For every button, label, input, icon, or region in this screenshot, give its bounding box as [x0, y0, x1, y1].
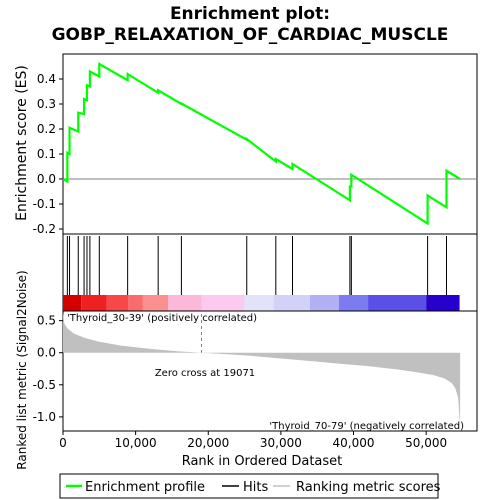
es-y-tick-label: 0.2: [37, 122, 56, 136]
heatmap-band: [63, 295, 82, 311]
metric-y-tick-label: 0.5: [37, 314, 56, 328]
heatmap-band: [142, 295, 169, 311]
es-y-tick-label: 0.1: [37, 147, 56, 161]
legend-enrichment-label: Enrichment profile: [85, 480, 205, 495]
es-y-tick-label: 0.0: [37, 172, 56, 186]
plot-title-line-1: Enrichment plot:: [170, 4, 330, 24]
x-axis-label: Rank in Ordered Dataset: [182, 454, 343, 469]
positive-correlation-label: 'Thyroid_30-39' (positively correlated): [67, 313, 257, 324]
legend-metric-label: Ranking metric scores: [296, 480, 441, 495]
es-y-tick-label: 0.3: [37, 97, 56, 111]
plot-title-line-2: GOBP_RELAXATION_OF_CARDIAC_MUSCLE: [52, 25, 449, 45]
x-axis-ticks: 0 10,000 20,000 30,000 40,000 50,000: [59, 431, 447, 450]
hit-markers: [66, 236, 447, 295]
negative-correlation-label: 'Thyroid_70-79' (negatively correlated): [269, 421, 464, 432]
heatmap-band: [368, 295, 427, 311]
metric-y-axis-label: Ranked list metric (Signal2Noise): [15, 270, 29, 469]
heatmap-band: [426, 295, 460, 311]
enrichment-profile-line: [62, 62, 461, 226]
es-y-tick-label: 0.4: [37, 72, 56, 86]
heatmap-band: [201, 295, 245, 311]
heatmap-band: [168, 295, 202, 311]
zero-cross-label: Zero cross at 19071: [155, 368, 255, 379]
metric-y-tick-label: -1.0: [33, 410, 56, 424]
x-tick-label: 10,000: [115, 436, 157, 450]
heatmap-band: [273, 295, 310, 311]
legend-box: [59, 473, 439, 499]
metric-y-tick-label: -0.5: [33, 378, 56, 392]
x-tick-label: 30,000: [260, 436, 302, 450]
heatmap-band: [339, 295, 369, 311]
legend-hits-label: Hits: [243, 480, 268, 495]
es-panel-frame: [62, 53, 478, 235]
heatmap-band: [81, 295, 107, 311]
es-y-axis-label: Enrichment score (ES): [14, 65, 30, 221]
x-tick-label: 20,000: [187, 436, 229, 450]
metric-y-ticks: -1.0 -0.5 0.0 0.5: [33, 314, 63, 424]
x-tick-label: 50,000: [405, 436, 447, 450]
heatmap-band: [106, 295, 129, 311]
x-tick-label: 0: [59, 436, 67, 450]
heatmap-band: [128, 295, 143, 311]
heatmap-band: [244, 295, 274, 311]
x-tick-label: 40,000: [333, 436, 375, 450]
es-y-ticks: -0.2 -0.1 0.0 0.1 0.2 0.3 0.4: [33, 72, 63, 236]
heatmap-band: [309, 295, 339, 311]
es-y-tick-label: -0.1: [33, 197, 56, 211]
es-y-tick-label: -0.2: [33, 222, 56, 236]
ranking-heatmap-bar: [63, 295, 460, 311]
metric-y-tick-label: 0.0: [37, 346, 56, 360]
